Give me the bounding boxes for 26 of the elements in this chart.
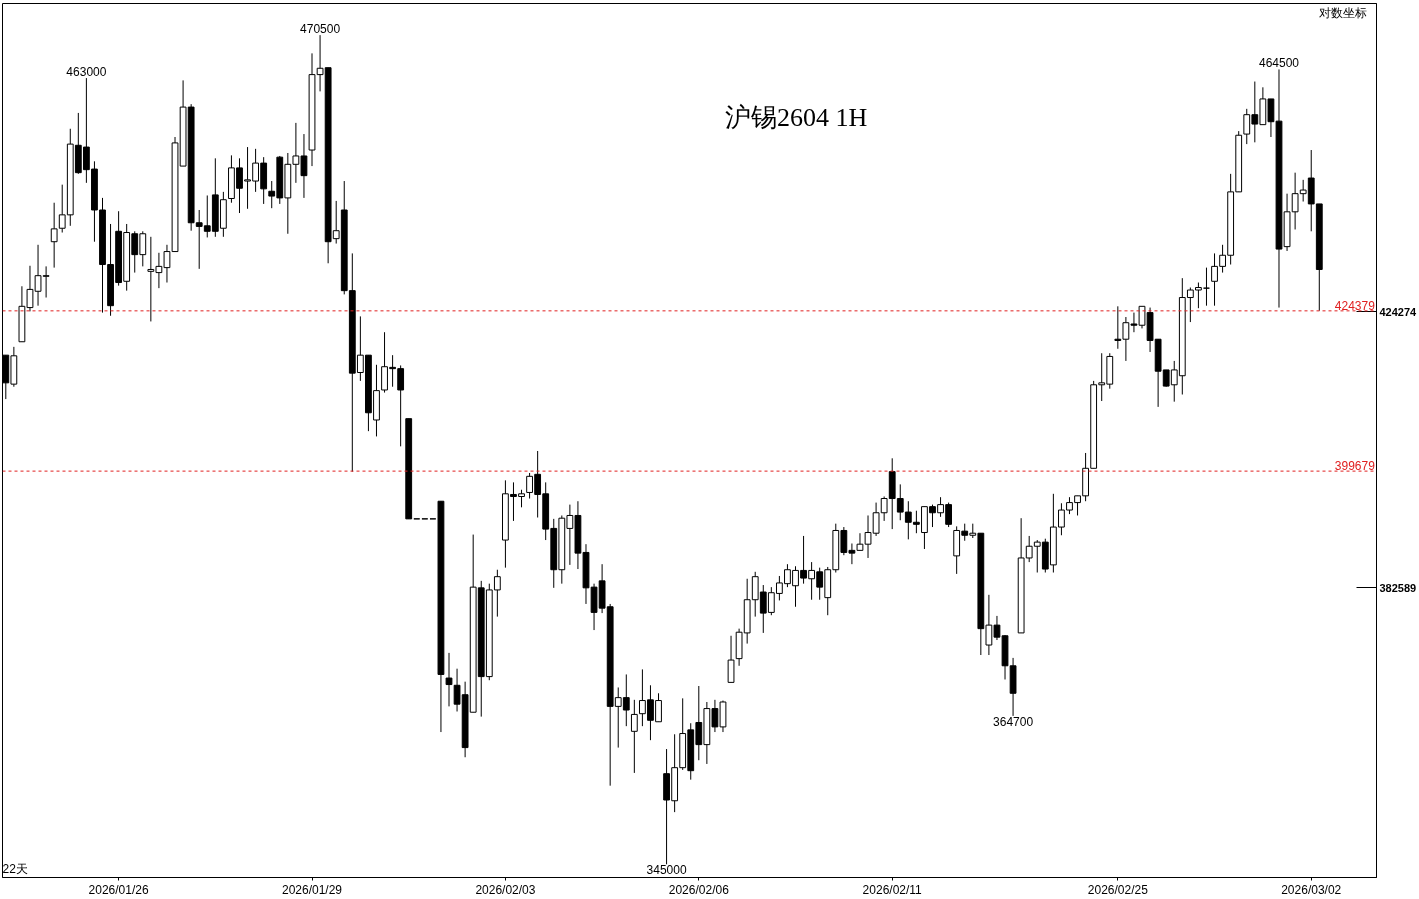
- candlestick: [58, 184, 66, 234]
- text: 沪锡2604 1H: [725, 102, 868, 132]
- x-tick-label: 2026/03/02: [1281, 882, 1342, 897]
- ref-line-label: 424379: [1334, 298, 1376, 313]
- y-tick-label: 382589: [1379, 581, 1417, 594]
- annotation: 22天: [2, 861, 28, 876]
- x-tick-label: 2026/01/26: [88, 882, 149, 897]
- candlestick: [50, 202, 58, 269]
- x-tick-label: 2026/02/11: [862, 882, 923, 897]
- x-tick-label: 2026/02/06: [668, 882, 730, 897]
- annotation: 463000: [66, 65, 107, 80]
- annotation: 464500: [1258, 56, 1300, 71]
- candlestick: [727, 635, 735, 683]
- candlestick: [1291, 172, 1299, 230]
- annotation: 对数坐标: [1318, 5, 1367, 20]
- annotation: 345000: [646, 863, 687, 878]
- x-tick-label: 2026/02/03: [475, 882, 536, 897]
- annotation: 364700: [993, 714, 1034, 729]
- candlestick: [630, 699, 638, 774]
- annotation: 470500: [300, 22, 341, 37]
- ref-line-label: 399679: [1334, 459, 1376, 474]
- candlestick: [445, 652, 453, 707]
- x-tick-label: 2026/01/29: [281, 882, 343, 897]
- x-tick-label: 2026/02/25: [1087, 882, 1149, 897]
- candlestick: [1114, 305, 1122, 350]
- y-tick-label: 424274: [1379, 305, 1418, 318]
